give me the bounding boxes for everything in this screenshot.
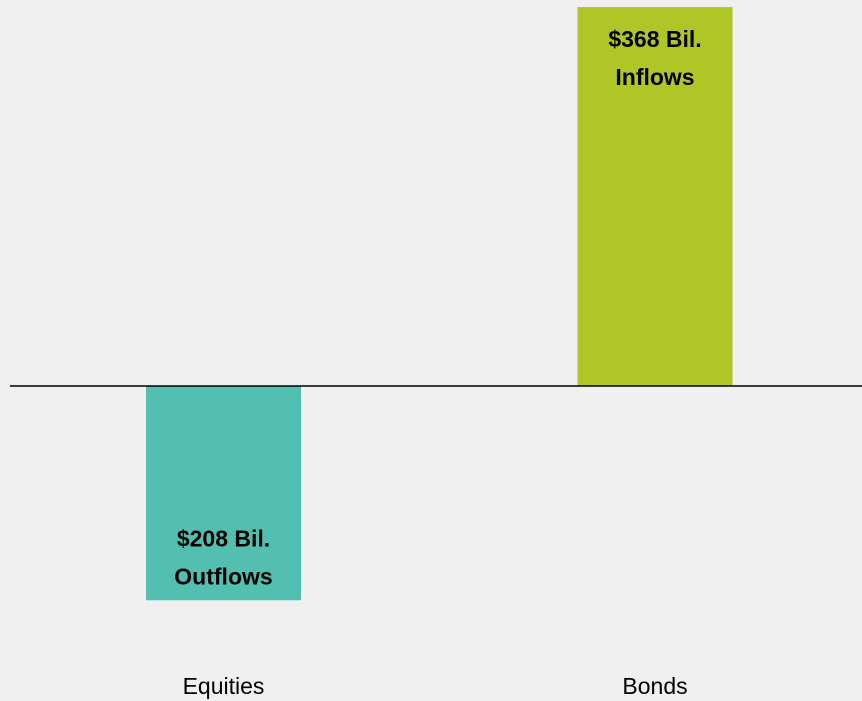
x-tick-label: Equities (183, 673, 265, 699)
bar (577, 7, 733, 387)
x-tick-label: Bonds (622, 673, 687, 699)
flow-label: Outflows (174, 563, 272, 589)
flow-label: Inflows (615, 64, 694, 90)
bar (146, 386, 301, 601)
data-label: $368 Bil. (608, 26, 701, 52)
data-label: $208 Bil. (177, 525, 270, 551)
